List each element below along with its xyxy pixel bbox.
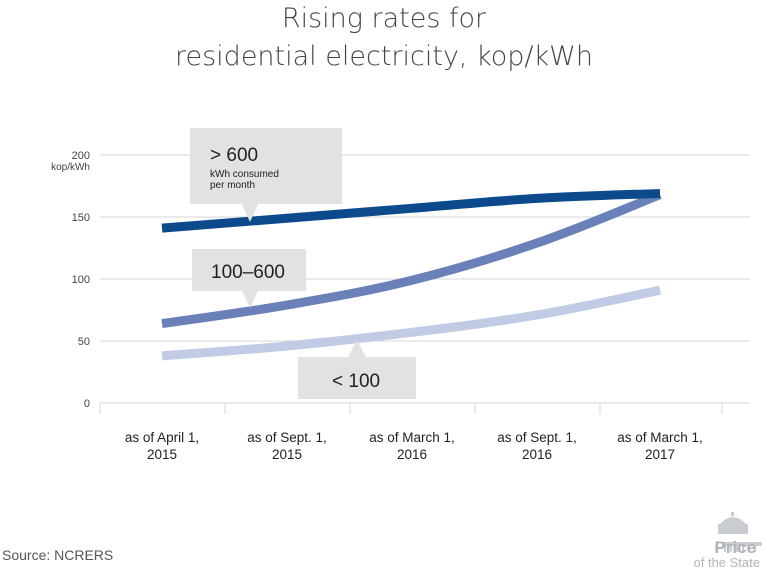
x-tick-label-5-line-1: as of March 1, xyxy=(617,430,703,445)
callout-box-under-100 xyxy=(298,340,416,399)
series-line-3 xyxy=(161,285,661,361)
callout-sublabel-line-2: per month xyxy=(210,180,255,191)
price-of-the-state-logo: Price of the State xyxy=(660,510,768,570)
logo-word-of-the-state: of the State xyxy=(693,555,761,570)
x-tick-label-2-line-1: as of Sept. 1, xyxy=(247,430,327,445)
chart-title-line-2: residential electricity, kop/kWh xyxy=(175,41,593,72)
callout-label-100-600: 100–600 xyxy=(211,262,285,283)
callout-box-over-600 xyxy=(190,128,342,222)
callout-label-over-600: > 600 xyxy=(210,145,258,166)
x-tick-label-1-line-2: 2015 xyxy=(147,447,177,462)
y-tick-label-50: 50 xyxy=(78,336,90,348)
callout-sublabel-line-1: kWh consumed xyxy=(210,169,279,180)
source-note: Source: NCRERS xyxy=(2,547,114,563)
x-tick-label-4-line-2: 2016 xyxy=(522,447,552,462)
x-tick-label-5-line-2: 2017 xyxy=(645,447,675,462)
callout-box-100-600 xyxy=(192,249,306,308)
y-tick-label-0: 0 xyxy=(84,398,90,410)
y-tick-label-150: 150 xyxy=(72,212,90,224)
x-tick-label-3-line-2: 2016 xyxy=(397,447,427,462)
logo-word-price: Price xyxy=(714,538,756,557)
chart-title-line-1: Rising rates for xyxy=(281,3,487,34)
x-tick-label-2-line-2: 2015 xyxy=(272,447,302,462)
y-axis-label: kop/kWh xyxy=(51,162,90,173)
y-tick-label-200: 200 xyxy=(72,150,90,162)
capitol-building-icon xyxy=(718,512,762,552)
x-tick-label-4-line-1: as of Sept. 1, xyxy=(497,430,577,445)
x-tick-label-1-line-1: as of April 1, xyxy=(125,430,199,445)
callout-label-under-100: < 100 xyxy=(332,371,380,392)
y-tick-label-100: 100 xyxy=(72,274,90,286)
x-tick-label-3-line-1: as of March 1, xyxy=(369,430,455,445)
